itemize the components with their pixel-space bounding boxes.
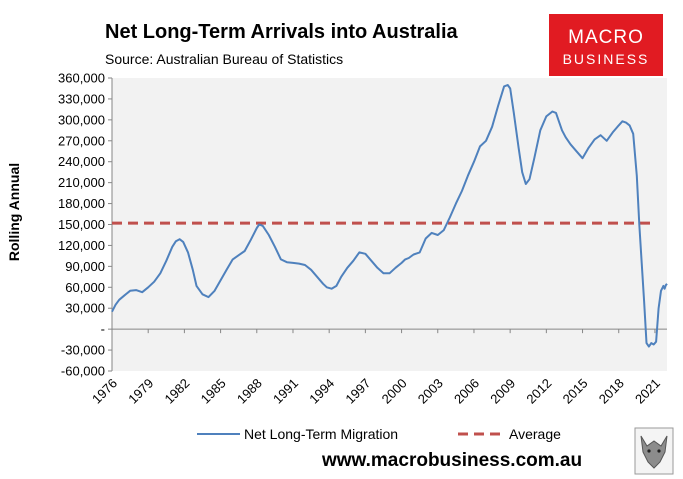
y-tick-label: -30,000 bbox=[61, 343, 105, 358]
logo-background bbox=[549, 14, 663, 76]
x-tick-label: 2003 bbox=[415, 376, 446, 407]
y-tick-label: -60,000 bbox=[61, 364, 105, 379]
chart-title: Net Long-Term Arrivals into Australia bbox=[105, 21, 459, 43]
x-tick-label: 1991 bbox=[270, 376, 301, 407]
legend-label-net-long-term-migration: Net Long-Term Migration bbox=[244, 426, 398, 442]
x-tick-label: 1988 bbox=[234, 376, 265, 407]
x-tick-label: 2009 bbox=[487, 376, 518, 407]
x-tick-label: 2015 bbox=[560, 376, 591, 407]
y-tick-label: 120,000 bbox=[58, 238, 105, 253]
y-tick-label: 240,000 bbox=[58, 154, 105, 169]
x-tick-label: 2006 bbox=[451, 376, 482, 407]
y-tick-label: 300,000 bbox=[58, 112, 105, 127]
x-tick-label: 2012 bbox=[523, 376, 554, 407]
net-long-term-migration-series-line bbox=[111, 84, 668, 348]
wolf-emblem-icon bbox=[634, 427, 674, 475]
chart-subtitle: Source: Australian Bureau of Statistics bbox=[105, 51, 343, 67]
x-tick-label: 2021 bbox=[632, 376, 663, 407]
x-tick-label: 2000 bbox=[379, 376, 410, 407]
y-tick-label: 180,000 bbox=[58, 196, 105, 211]
y-axis-label: Rolling Annual bbox=[6, 163, 22, 261]
legend-label-average: Average bbox=[509, 426, 561, 442]
logo-line2: BUSINESS bbox=[563, 51, 650, 67]
y-axis-ticks: -60,000-30,000-30,00060,00090,000120,000… bbox=[58, 71, 112, 379]
x-tick-label: 1997 bbox=[342, 376, 373, 407]
y-tick-label: 360,000 bbox=[58, 71, 105, 86]
y-tick-label: 150,000 bbox=[58, 217, 105, 232]
y-tick-label: 210,000 bbox=[58, 175, 105, 190]
y-tick-label: 30,000 bbox=[65, 301, 105, 316]
y-tick-label: 330,000 bbox=[58, 91, 105, 106]
x-tick-label: 1979 bbox=[125, 376, 156, 407]
y-tick-label: 60,000 bbox=[65, 280, 105, 295]
x-tick-label: 1985 bbox=[198, 376, 229, 407]
y-tick-label: - bbox=[101, 322, 105, 337]
website-url: www.macrobusiness.com.au bbox=[321, 450, 582, 471]
y-tick-label: 270,000 bbox=[58, 133, 105, 148]
macrobusiness-logo: MACRO BUSINESS bbox=[549, 14, 663, 76]
x-tick-label: 1982 bbox=[161, 376, 192, 407]
x-tick-label: 1994 bbox=[306, 376, 337, 407]
legend: Net Long-Term Migration Average bbox=[197, 426, 561, 442]
y-tick-label: 90,000 bbox=[65, 259, 105, 274]
x-tick-label: 1976 bbox=[89, 376, 120, 407]
logo-line1: MACRO bbox=[568, 27, 644, 48]
x-tick-label: 2018 bbox=[596, 376, 627, 407]
